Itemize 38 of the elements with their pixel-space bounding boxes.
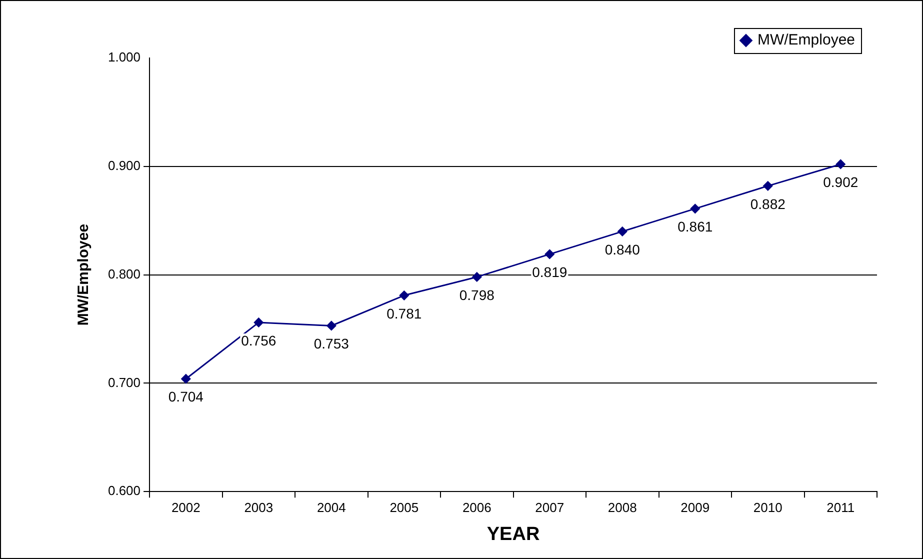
x-tick-label: 2011 [826,500,855,515]
point [690,204,700,214]
point [763,181,773,191]
data-label: 0.756 [241,332,276,348]
data-label: 0.753 [314,336,350,352]
x-tick-label: 2002 [171,500,200,515]
y-axis-title: MW/Employee [75,224,92,326]
data-label: 0.781 [386,305,422,322]
x-tick-label: 2005 [390,500,419,515]
data-label: 0.861 [678,218,713,235]
point [254,318,264,328]
data-label: 0.882 [750,196,786,212]
point [544,249,554,259]
x-tick-label: 2010 [753,500,782,515]
y-tick-label: 0.600 [108,483,141,498]
point [399,290,409,300]
point [326,321,336,330]
y-tick-label: 0.900 [108,158,141,173]
x-axis-title: YEAR [486,524,540,545]
point [181,374,191,384]
y-tick-label: 0.800 [108,266,141,282]
data-label: 0.819 [532,264,568,280]
y-tick-label: 0.700 [108,374,141,390]
legend-label: MW/Employee [757,32,856,49]
x-tick-label: 2004 [316,500,346,515]
data-label: 0.704 [168,388,204,405]
x-tick-label: 2008 [608,500,637,515]
point [836,159,846,169]
x-tick-label: 2007 [535,500,564,515]
data-label: 0.840 [604,241,640,258]
point [472,272,482,282]
point [618,226,628,236]
x-tick-label: 2006 [462,500,492,515]
data-label: 0.902 [823,174,858,190]
x-tick-label: 2009 [680,500,710,515]
x-tick-label: 2003 [244,500,274,515]
y-tick-label: 1.000 [108,50,141,65]
data-label: 0.798 [459,286,495,303]
